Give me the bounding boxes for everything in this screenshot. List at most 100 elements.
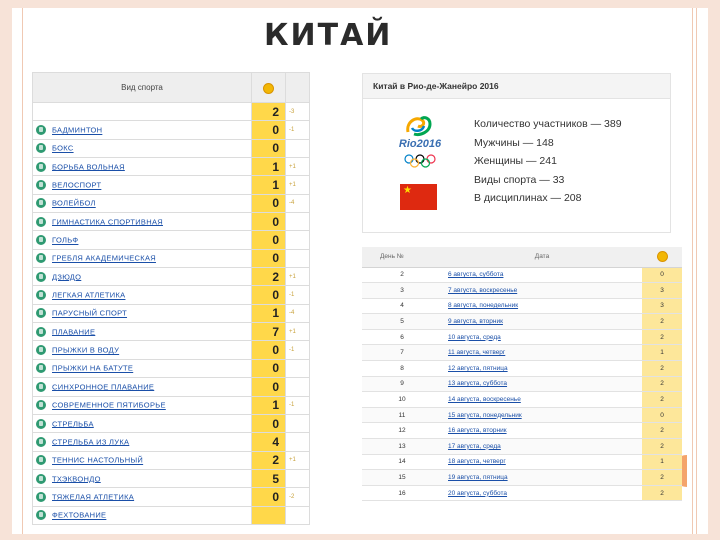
sport-link[interactable]: ДЗЮДО	[52, 272, 82, 282]
sport-pictogram-icon	[36, 510, 46, 521]
sport-name-cell: СИНХРОННОЕ ПЛАВАНИЕ	[32, 377, 252, 397]
sport-link[interactable]: СТРЕЛЬБА	[52, 419, 94, 429]
gold-change	[285, 358, 310, 379]
gold-count: 7	[251, 322, 286, 342]
sport-link[interactable]: ТХЭКВОНДО	[52, 474, 101, 484]
sport-row: БОКС 0	[32, 138, 310, 159]
gold-change	[285, 432, 310, 452]
gold-count: 0	[251, 340, 286, 360]
sport-pictogram-icon	[36, 326, 46, 337]
day-date-link[interactable]: 10 августа, среда	[448, 333, 501, 341]
sport-row: ПРЫЖКИ НА БАТУТЕ 0	[32, 358, 310, 379]
day-date-cell: 8 августа, понедельник	[442, 298, 642, 315]
gold-count: 0	[251, 285, 286, 305]
sport-pictogram-icon	[36, 143, 46, 154]
info-line-participants: Количество участников — 389	[474, 118, 622, 130]
day-date-link[interactable]: 12 августа, пятница	[448, 364, 508, 372]
sport-link[interactable]: ПРЫЖКИ НА БАТУТЕ	[52, 363, 134, 373]
rio-swirl-icon	[406, 116, 432, 136]
gold-count	[251, 505, 286, 525]
day-row: 7 11 августа, четверг 1	[362, 344, 682, 362]
sport-pictogram-icon	[36, 216, 46, 227]
sport-name-cell: ДЗЮДО	[32, 267, 252, 287]
country-info-box: Китай в Рио-де-Жанейро 2016 Rio2016 ★ Ко…	[362, 73, 671, 233]
day-date-link[interactable]: 8 августа, понедельник	[448, 302, 519, 310]
gold-medal-icon	[263, 82, 274, 94]
gold-count: 0	[251, 248, 286, 269]
sport-link[interactable]: ГОЛЬФ	[52, 235, 79, 245]
day-date-cell: 7 августа, воскресенье	[442, 282, 642, 299]
day-date-link[interactable]: 11 августа, четверг	[448, 349, 506, 357]
china-flag-icon: ★	[400, 184, 437, 210]
gold-change	[285, 212, 310, 232]
day-row: 15 19 августа, пятница 2	[362, 469, 682, 486]
sport-name-cell: ТЯЖЕЛАЯ АТЛЕТИКА	[32, 487, 252, 507]
rio-logo-text: Rio2016	[398, 138, 442, 150]
sport-name-cell: ПЛАВАНИЕ	[32, 322, 252, 342]
sport-link[interactable]: ВОЛЕЙБОЛ	[52, 198, 96, 208]
sport-row: ПАРУСНЫЙ СПОРТ 1 -4	[32, 303, 310, 324]
sport-link[interactable]: ПЛАВАНИЕ	[52, 327, 96, 337]
gold-count: 1	[251, 157, 286, 177]
day-row: 3 7 августа, воскресенье 3	[362, 282, 682, 299]
day-number: 12	[362, 422, 442, 440]
sport-row: ГРЕБЛЯ АКАДЕМИЧЕСКАЯ 0	[32, 248, 310, 269]
sport-row: БОРЬБА ВОЛЬНАЯ 1 +1	[32, 157, 310, 177]
gold-change	[285, 377, 310, 397]
sport-row: ГИМНАСТИКА СПОРТИВНАЯ 0	[32, 212, 310, 232]
day-date-link[interactable]: 9 августа, вторник	[448, 318, 503, 326]
day-date-link[interactable]: 16 августа, вторник	[448, 427, 507, 435]
day-row: 12 16 августа, вторник 2	[362, 422, 682, 440]
day-number: 2	[362, 267, 442, 284]
gold-change: +1	[285, 157, 310, 177]
gold-count: 1	[251, 395, 286, 415]
day-date-link[interactable]: 19 августа, пятница	[448, 474, 508, 482]
sport-pictogram-icon	[36, 363, 46, 374]
day-date-link[interactable]: 7 августа, воскресенье	[448, 286, 518, 294]
gold-count: 0	[251, 212, 286, 232]
sport-link[interactable]: ФЕХТОВАНИЕ	[52, 510, 107, 520]
gold-column-header	[251, 72, 286, 103]
sport-row: БАДМИНТОН 0 -1	[32, 120, 310, 140]
day-date-link[interactable]: 13 августа, суббота	[448, 380, 508, 388]
sport-link[interactable]: ПРЫЖКИ В ВОДУ	[52, 345, 120, 355]
sport-link[interactable]: ГРЕБЛЯ АКАДЕМИЧЕСКАЯ	[52, 253, 156, 263]
day-number: 8	[362, 360, 442, 377]
day-row: 10 14 августа, воскресенье 2	[362, 391, 682, 408]
frame-line-right-outer	[696, 8, 697, 534]
day-date-link[interactable]: 6 августа, суббота	[448, 271, 504, 279]
day-date-link[interactable]: 15 августа, понедельник	[448, 411, 522, 419]
sport-name-cell: ВЕЛОСПОРТ	[32, 175, 252, 195]
day-row: 6 10 августа, среда 2	[362, 329, 682, 346]
sport-link[interactable]: БОРЬБА ВОЛЬНАЯ	[52, 162, 125, 172]
sport-name-cell: ЛЕГКАЯ АТЛЕТИКА	[32, 285, 252, 305]
sport-link[interactable]: СОВРЕМЕННОЕ ПЯТИБОРЬЕ	[52, 400, 166, 410]
sport-link[interactable]: СИНХРОННОЕ ПЛАВАНИЕ	[52, 382, 155, 392]
sport-link[interactable]: БАДМИНТОН	[52, 125, 103, 135]
sport-row: ФЕХТОВАНИЕ	[32, 505, 310, 525]
gold-change: -3	[285, 101, 310, 122]
sport-link[interactable]: ТЯЖЕЛАЯ АТЛЕТИКА	[52, 492, 135, 502]
gold-change	[285, 505, 310, 525]
day-gold-count: 2	[642, 360, 682, 377]
day-date-link[interactable]: 20 августа, суббота	[448, 489, 508, 497]
day-date-link[interactable]: 14 августа, воскресенье	[448, 396, 521, 404]
sport-column-header: Вид спорта	[32, 72, 252, 103]
sport-link[interactable]: ЛЕГКАЯ АТЛЕТИКА	[52, 290, 126, 300]
day-date-link[interactable]: 17 августа, среда	[448, 442, 501, 450]
sport-pictogram-icon	[36, 455, 46, 466]
sport-link[interactable]: ТЕННИС НАСТОЛЬНЫЙ	[52, 455, 144, 465]
gold-count: 0	[251, 487, 286, 507]
day-date-link[interactable]: 18 августа, четверг	[448, 458, 506, 466]
sport-link[interactable]: ВЕЛОСПОРТ	[52, 180, 102, 190]
sport-link[interactable]: ПАРУСНЫЙ СПОРТ	[52, 308, 128, 318]
sport-link[interactable]: СТРЕЛЬБА ИЗ ЛУКА	[52, 437, 130, 447]
day-number: 7	[362, 344, 442, 362]
sport-link[interactable]: ГИМНАСТИКА СПОРТИВНАЯ	[52, 217, 163, 227]
sport-row: ПРЫЖКИ В ВОДУ 0 -1	[32, 340, 310, 360]
day-gold-count: 1	[642, 454, 682, 471]
day-gold-count: 0	[642, 407, 682, 424]
sport-name-cell: БОРЬБА ВОЛЬНАЯ	[32, 157, 252, 177]
sport-link[interactable]: БОКС	[52, 143, 74, 153]
gold-count: 0	[251, 138, 286, 159]
